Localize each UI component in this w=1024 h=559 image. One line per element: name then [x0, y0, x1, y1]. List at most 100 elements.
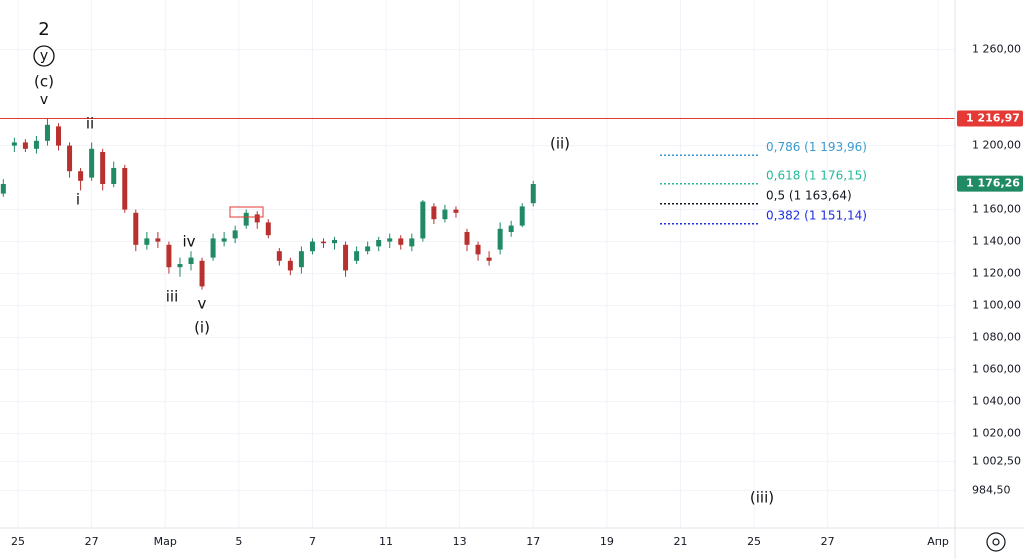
x-tick-label: 17 [526, 535, 540, 548]
x-tick-label: 11 [379, 535, 393, 548]
candle-body [89, 148, 95, 178]
fib-label: 0,786 (1 193,96) [766, 140, 867, 154]
x-tick-label: 13 [453, 535, 467, 548]
candle-body [254, 214, 260, 223]
candle-body [442, 209, 448, 220]
x-tick-label: 27 [85, 535, 99, 548]
candle-body [530, 184, 536, 204]
candle-body [475, 244, 481, 255]
candle-body [44, 124, 50, 141]
wave-label: (iii) [750, 489, 774, 507]
candle-body [508, 225, 514, 232]
x-tick-label: Мар [154, 535, 177, 548]
candle-body [56, 126, 62, 146]
plot [0, 117, 955, 290]
x-tick-label: 21 [673, 535, 687, 548]
candle-body [519, 206, 525, 226]
candle-body [78, 171, 84, 181]
candle-body [298, 251, 304, 268]
settings-icon-core[interactable] [992, 538, 1000, 546]
settings-button[interactable] [986, 532, 1006, 552]
wave-label: (i) [194, 319, 210, 337]
candle-body [398, 238, 404, 245]
candle-body [232, 230, 238, 239]
wave-label: v [198, 295, 207, 313]
wave-label: v [40, 92, 48, 108]
candle-body [343, 244, 349, 271]
candle-body [464, 232, 470, 245]
candle-body [265, 222, 271, 236]
y-tick-label: 1 020,00 [972, 427, 1021, 440]
candle-body [188, 257, 194, 264]
x-tick-label: 19 [600, 535, 614, 548]
overlay: 1 260,00 1 200,00 1 160,00 1 140,00 1 120,00… [11, 19, 1023, 548]
y-tick-label: 1 060,00 [972, 363, 1021, 376]
candle-body [144, 238, 150, 245]
circle-mark [33, 45, 55, 67]
wave-label: i [76, 191, 80, 209]
last-price-box [957, 175, 1023, 192]
y-tick-label: 1 002,50 [972, 455, 1021, 468]
candle-body [100, 152, 106, 184]
candle-body [320, 241, 326, 244]
candle-body [332, 240, 338, 244]
candle-body [33, 140, 39, 149]
wave-label: (ii) [550, 135, 570, 153]
candle-body [111, 168, 117, 184]
x-tick-label: 25 [11, 535, 25, 548]
grid [0, 0, 955, 528]
candle-body [376, 240, 382, 247]
candle-body [431, 206, 437, 220]
y-tick-label: 1 080,00 [972, 331, 1021, 344]
x-tick-label: 5 [235, 535, 242, 548]
candle-body [387, 238, 393, 242]
candle-body [67, 145, 73, 172]
candle-body [420, 201, 426, 239]
candle-body [486, 257, 492, 261]
last-price-label: 1 176,26 [966, 177, 1020, 190]
wave-label: y [40, 48, 48, 64]
wave-label: ii [86, 115, 94, 133]
candle-body [309, 241, 315, 252]
candle-body [221, 238, 227, 242]
wave-label: (c) [34, 73, 54, 91]
y-tick-label: 1 200,00 [972, 139, 1021, 152]
highlight-box [229, 206, 264, 218]
price-label-box [957, 110, 1023, 127]
candle-body [155, 238, 161, 242]
candle-body [133, 212, 139, 245]
candle-body [497, 228, 503, 250]
candle-body [210, 238, 216, 258]
candle-body [22, 142, 28, 149]
y-tick-label: 1 040,00 [972, 395, 1021, 408]
wave-label: iii [166, 288, 179, 306]
x-tick-label: 27 [821, 535, 835, 548]
candle-body [243, 212, 249, 226]
y-tick-label: 1 100,00 [972, 299, 1021, 312]
candle-body [199, 260, 205, 287]
x-tick-label: 25 [747, 535, 761, 548]
wave-label: iv [182, 233, 195, 251]
y-tick-label: 1 260,00 [972, 43, 1021, 56]
candle-body [276, 251, 282, 261]
candle-body [409, 238, 415, 247]
y-tick-label: 1 140,00 [972, 235, 1021, 248]
candle-body [0, 184, 6, 194]
settings-icon[interactable] [986, 532, 1006, 552]
candle-body [354, 251, 360, 261]
candle-body [122, 168, 128, 210]
x-tick-label: 7 [309, 535, 316, 548]
candle-body [11, 142, 17, 146]
y-tick-label: 984,50 [972, 483, 1011, 496]
fib-label: 0,382 (1 151,14) [766, 208, 867, 222]
fib-label: 0,5 (1 163,64) [766, 188, 852, 202]
candle-body [166, 244, 172, 268]
price-label: 1 216,97 [966, 111, 1020, 124]
x-tick-label: Апр [927, 535, 949, 548]
candle-body [453, 209, 459, 213]
candle-body [177, 264, 183, 268]
candle-body [287, 260, 293, 271]
y-tick-label: 1 160,00 [972, 203, 1021, 216]
